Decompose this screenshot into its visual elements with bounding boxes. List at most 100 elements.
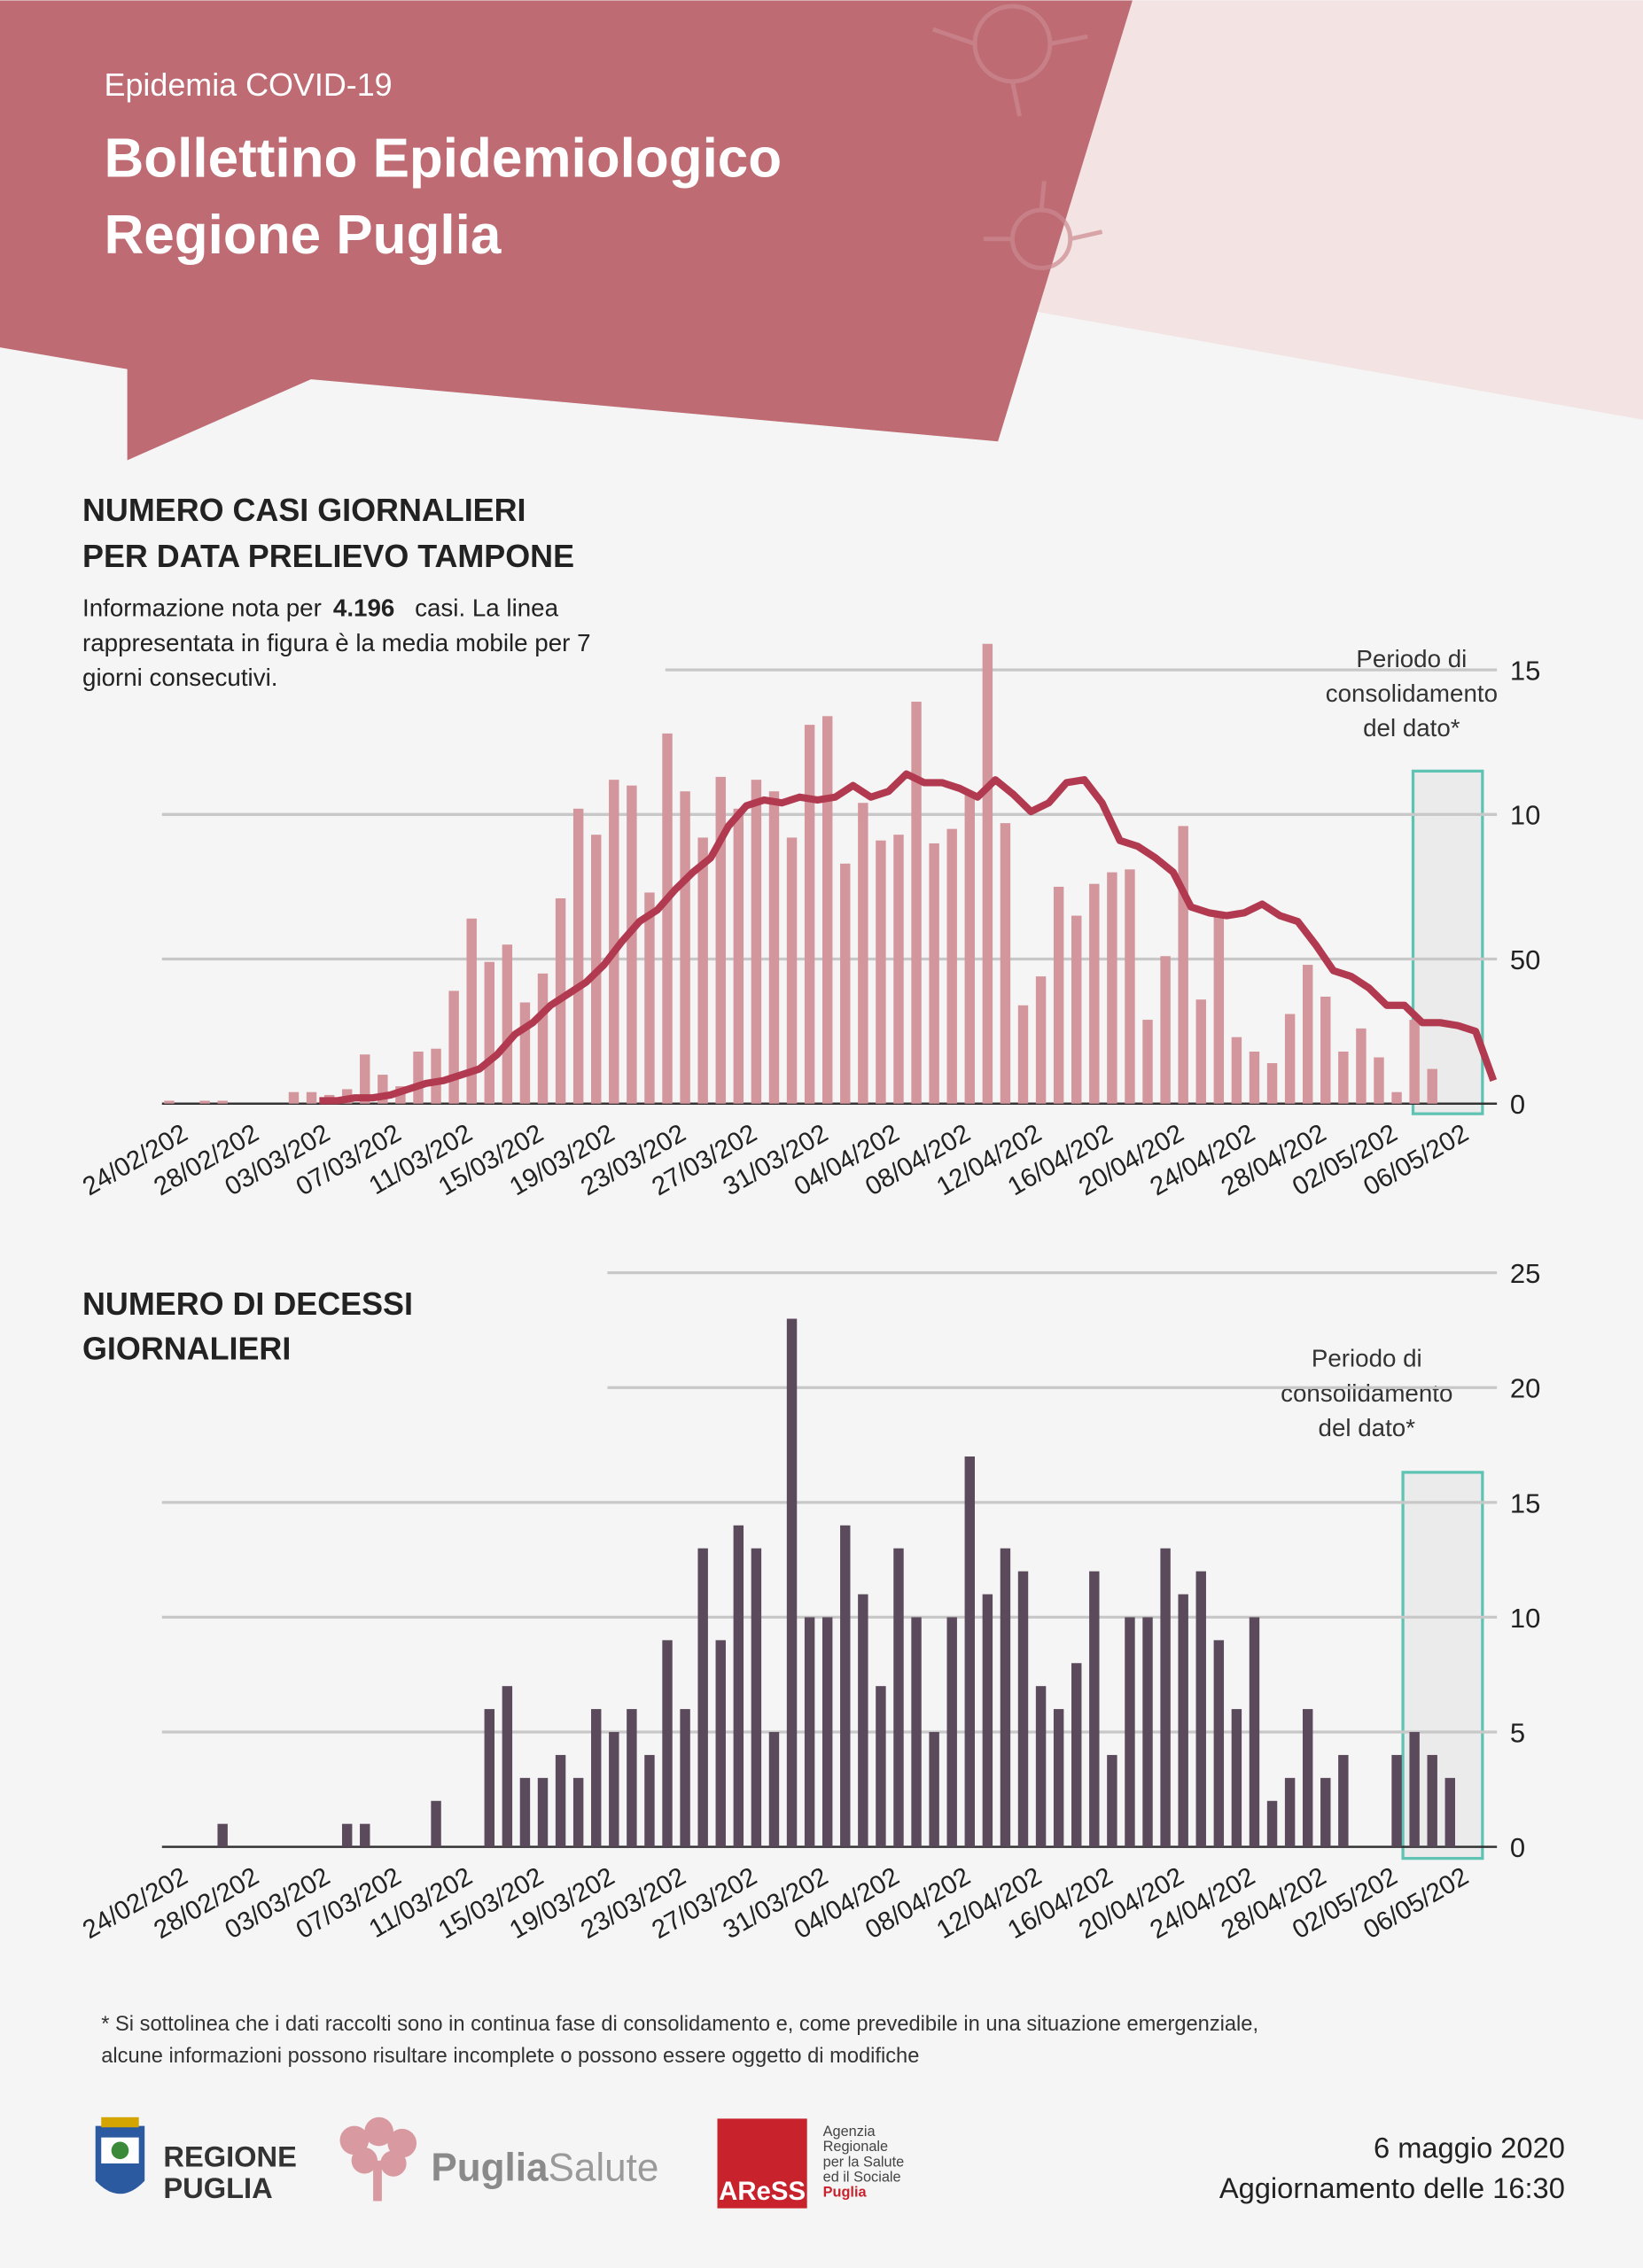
pugliasalute-logo [339,2117,417,2202]
bar [484,961,494,1104]
pugliasalute-text: PugliaSalute [431,2147,658,2190]
regione-logo [95,2117,145,2194]
bar [1320,996,1331,1104]
chart-subtitle: giorni consecutivi. [82,664,277,691]
bar [502,944,513,1104]
bar [448,990,459,1104]
chart-title: PER DATA PRELIEVO TAMPONE [82,539,574,574]
bar [751,780,762,1104]
bar [572,808,584,1104]
bar [964,1456,975,1847]
annotation: Periodo di [1356,645,1467,672]
y-tick-label: 20 [1510,1373,1540,1404]
regione-text: REGIONE [163,2140,296,2172]
annotation: consolidamento [1281,1379,1452,1407]
subtitle-text: Informazione nota per [82,594,322,622]
bar [876,840,886,1104]
bar [733,1525,744,1847]
footnote: * Si sottolinea che i dati raccolti sono… [101,2013,1258,2036]
bar [1000,823,1011,1104]
bar [1017,1005,1029,1104]
bar [1409,1732,1420,1847]
virus-icon [931,4,1103,270]
bar [1427,1068,1437,1104]
bar [217,1100,228,1104]
bar [733,808,744,1104]
bar [413,1051,424,1104]
bar [1195,999,1206,1104]
bar [929,1732,939,1847]
bar [519,1777,531,1847]
aress-text: AReSS [719,2177,806,2206]
annotation: consolidamento [1326,680,1498,707]
title: Bollettino Epidemiologico [105,128,783,190]
bar [680,1709,690,1847]
bar [627,785,637,1104]
moving-average-line [319,770,1498,1105]
bar [484,1709,494,1847]
y-tick-label: 0 [1510,1089,1525,1120]
bar [1107,1754,1117,1847]
bar [964,794,975,1104]
bar [288,1091,300,1104]
bar [378,1075,388,1104]
date: 6 maggio 2020 [1374,2131,1565,2163]
bar [911,1617,922,1847]
bar [1320,1777,1331,1847]
aress-caption: ed il Sociale [823,2169,901,2185]
bar [360,1823,370,1847]
bar [164,1100,175,1104]
y-tick-label: 5 [1510,1717,1525,1748]
bar [680,791,690,1104]
salute: Salute [549,2147,659,2190]
aress-caption: Puglia [823,2185,868,2201]
aress-logo [717,2118,807,2209]
bar [715,776,726,1104]
y-tick-label: 50 [1510,944,1540,975]
bar [502,1686,513,1847]
annotation: Periodo di [1312,1345,1422,1372]
bar [1338,1754,1349,1847]
bar [306,1091,317,1104]
header-banner [0,0,1133,461]
bar [804,725,815,1104]
bar [911,702,922,1104]
bar [751,1548,762,1847]
bar [627,1709,637,1847]
bar [1427,1754,1437,1847]
bar [715,1640,726,1847]
bar [840,863,851,1104]
bar [1213,915,1225,1104]
bar [1284,1014,1296,1104]
bar [1160,1548,1171,1847]
bar [982,1594,993,1847]
chart-subtitle: Informazione nota per 4.196 casi. La linea [82,594,559,622]
kicker: Epidemia COVID-19 [105,67,393,103]
bar [1089,883,1100,1104]
bar [644,1754,655,1847]
bar [1125,869,1135,1104]
bar [1444,1777,1455,1847]
chart-title: GIORNALIERI [82,1332,291,1367]
bar [1231,1709,1242,1847]
bar [1195,1571,1206,1847]
bar [1071,915,1082,1104]
bar [1231,1037,1242,1104]
y-tick-label: 10 [1510,1603,1540,1634]
bar [537,973,549,1104]
bar [1249,1617,1260,1847]
bar [1266,1800,1278,1847]
bar [360,1054,370,1104]
bar [1178,826,1188,1104]
bar [982,643,993,1104]
y-tick-label: 0 [1510,1832,1525,1863]
bar [929,843,939,1104]
bar [1160,956,1171,1104]
bar [662,733,673,1104]
bar [1374,1057,1384,1104]
bar [1391,1754,1402,1847]
bar [768,791,780,1104]
bar [804,1617,815,1847]
puglia: Puglia [431,2147,549,2190]
y-tick-label: 25 [1510,1258,1540,1289]
